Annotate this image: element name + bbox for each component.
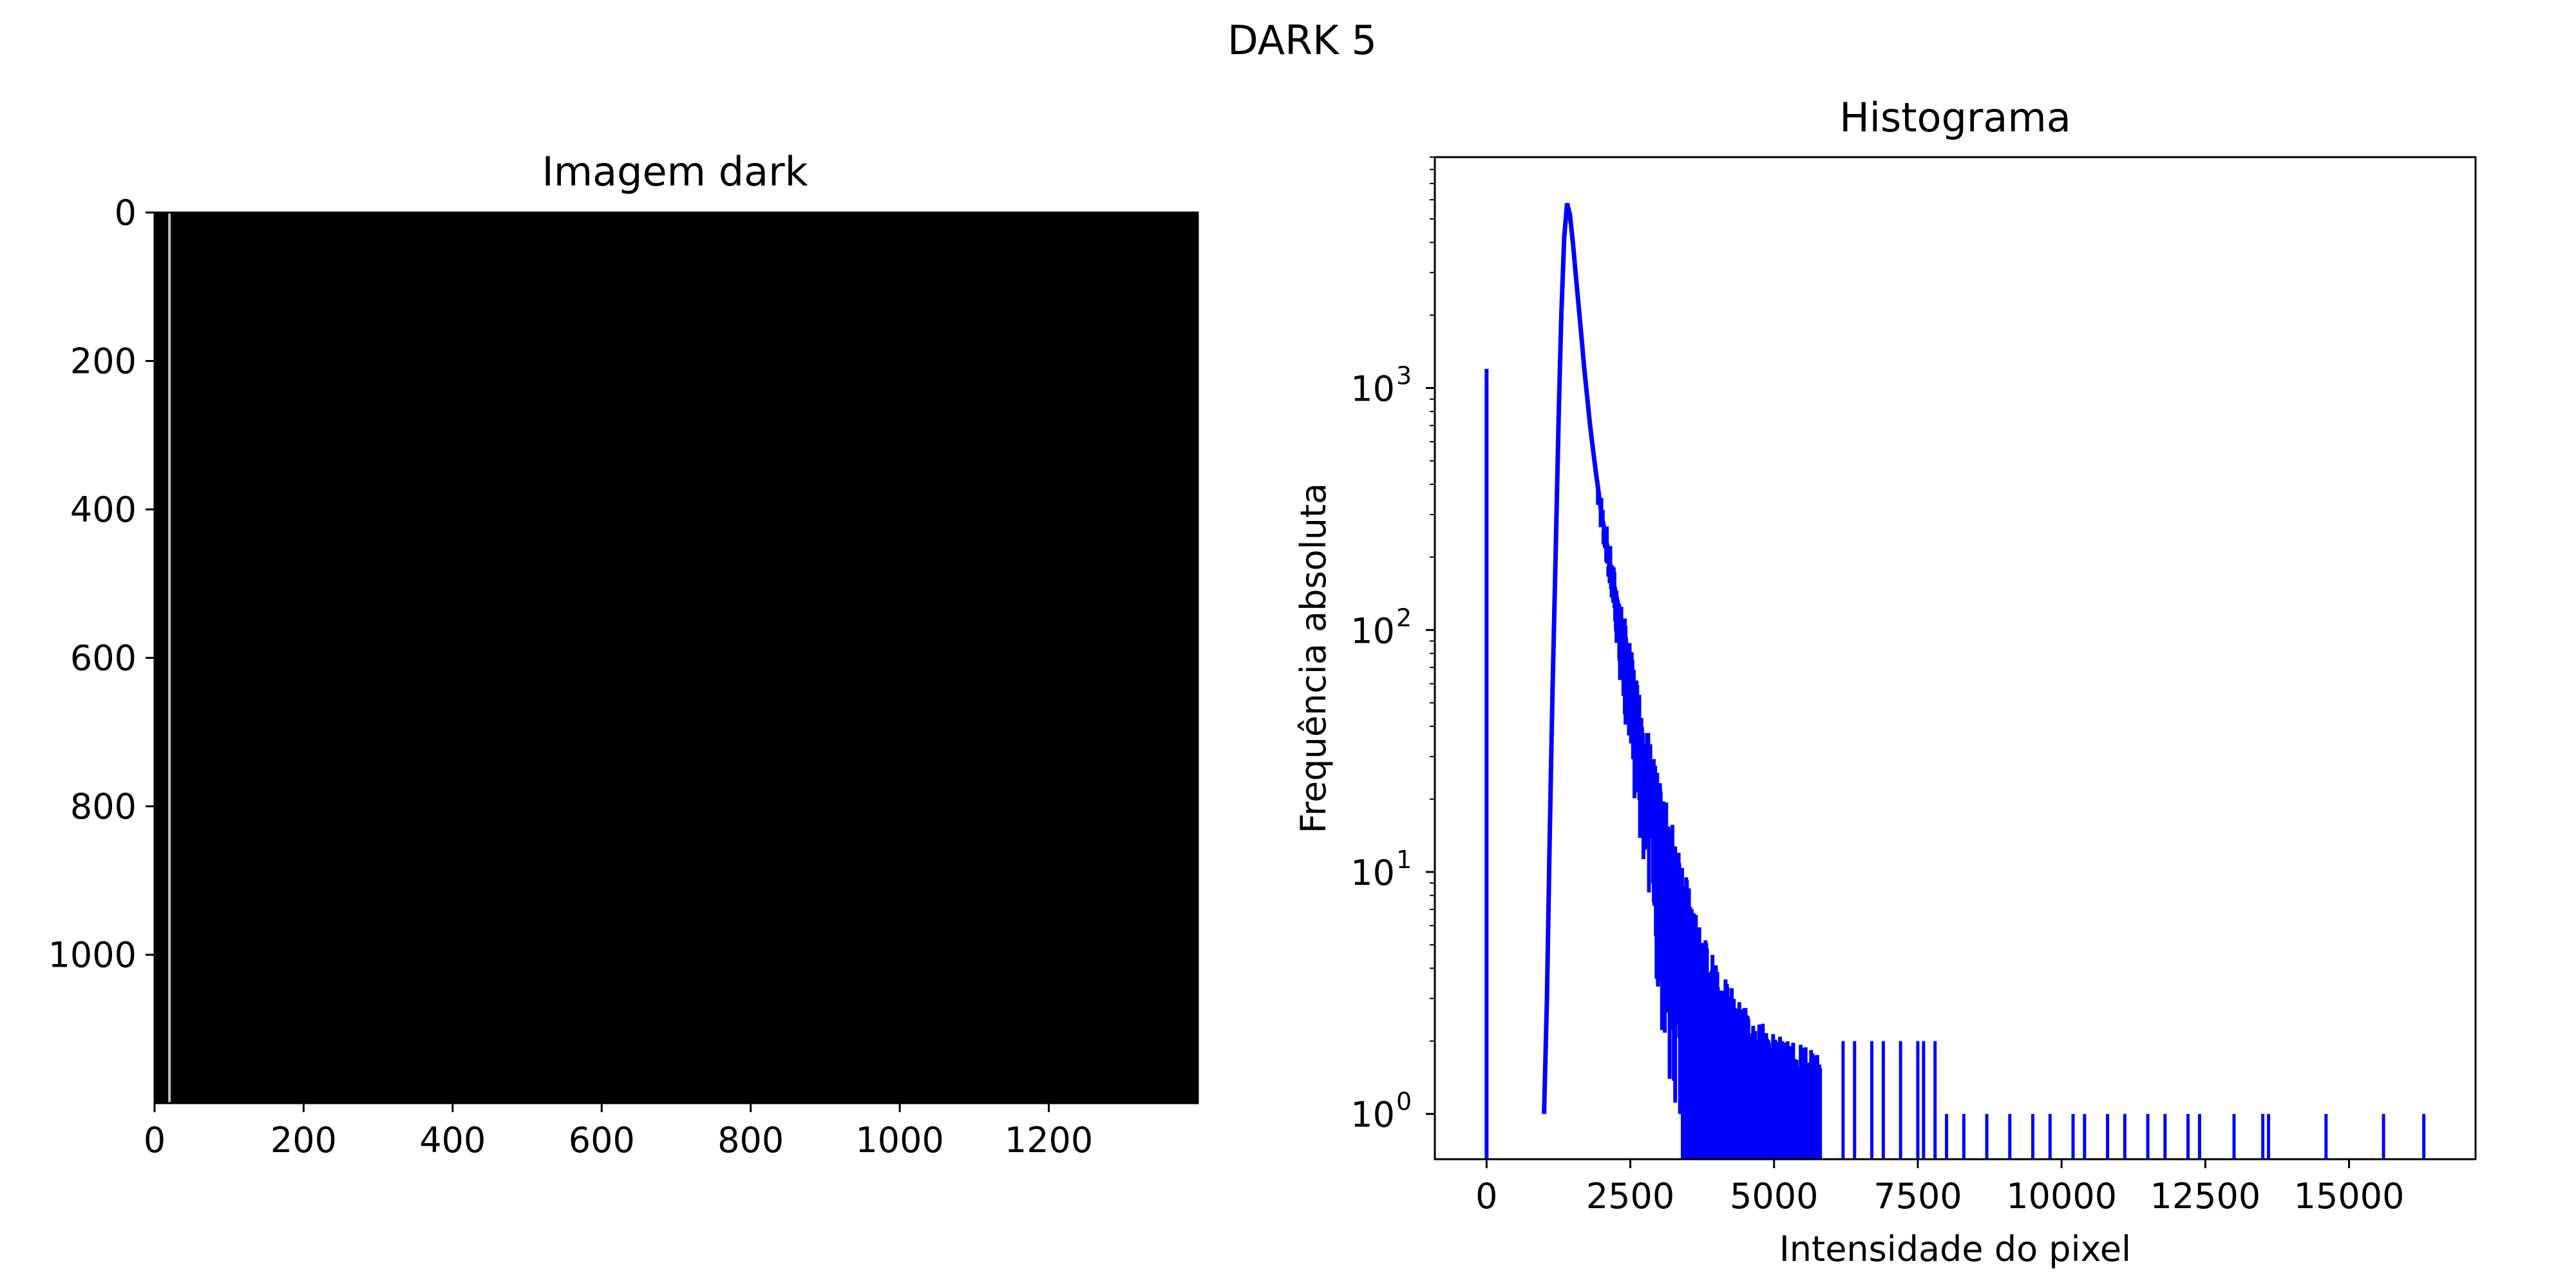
y-tick-label: 10 (1350, 853, 1395, 893)
histogram-peak-outline (1542, 202, 1627, 1114)
histogram-series (1484, 202, 2426, 1159)
histogram-x-label: Intensidade do pixel (1779, 1229, 2131, 1269)
y-tick-label: 800 (70, 786, 137, 827)
dark-image-x-axis: 0 200 400 600 800 1000 1200 (144, 1103, 1093, 1160)
x-tick-label: 2500 (1586, 1176, 1674, 1217)
x-tick-label: 5000 (1730, 1176, 1818, 1217)
dark-image-pixels (155, 213, 1198, 1103)
y-tick-label: 10 (1350, 369, 1395, 410)
x-tick-label: 600 (569, 1120, 635, 1160)
histogram-title: Histograma (1839, 94, 2071, 141)
dark-image-panel: Imagem dark 0 200 400 600 800 1000 1200 0 200 40… (48, 148, 1199, 1160)
y-tick-label: 10 (1350, 611, 1395, 651)
x-tick-label: 12500 (2150, 1176, 2260, 1217)
y-tick-exponent: 0 (1396, 1088, 1412, 1116)
histogram-y-label: Frequência absoluta (1293, 483, 1334, 833)
x-tick-label: 0 (1475, 1176, 1497, 1217)
histogram-panel: Histograma 0 2500 5000 7500 10000 12500 15000 … (1293, 94, 2477, 1269)
x-tick-label: 1000 (855, 1120, 943, 1160)
y-tick-label: 0 (115, 193, 137, 233)
x-tick-label: 0 (144, 1120, 166, 1160)
y-tick-label: 10 (1350, 1095, 1395, 1135)
dark-image-title: Imagem dark (542, 148, 808, 195)
x-tick-label: 7500 (1873, 1176, 1962, 1217)
y-tick-exponent: 3 (1396, 362, 1412, 390)
y-tick-label: 200 (70, 341, 137, 382)
x-tick-label: 400 (419, 1120, 486, 1160)
y-tick-exponent: 2 (1396, 603, 1412, 632)
histogram-x-axis: 0 2500 5000 7500 10000 12500 15000 (1475, 1159, 2404, 1217)
x-tick-label: 200 (270, 1120, 337, 1160)
y-tick-label: 400 (70, 489, 137, 530)
y-tick-exponent: 1 (1396, 846, 1412, 874)
x-tick-label: 15000 (2294, 1176, 2405, 1217)
bright-column (168, 213, 171, 1103)
x-tick-label: 800 (717, 1120, 784, 1160)
x-tick-label: 10000 (2006, 1176, 2117, 1217)
figure-title: DARK 5 (1227, 17, 1377, 64)
y-tick-label: 1000 (48, 935, 137, 976)
histogram-body (1595, 477, 1823, 1159)
y-tick-label: 600 (70, 638, 137, 679)
x-tick-label: 1200 (1005, 1120, 1093, 1160)
histogram-frame (1434, 156, 2477, 1160)
dark-image-y-axis: 0 200 400 600 800 1000 (48, 193, 155, 976)
